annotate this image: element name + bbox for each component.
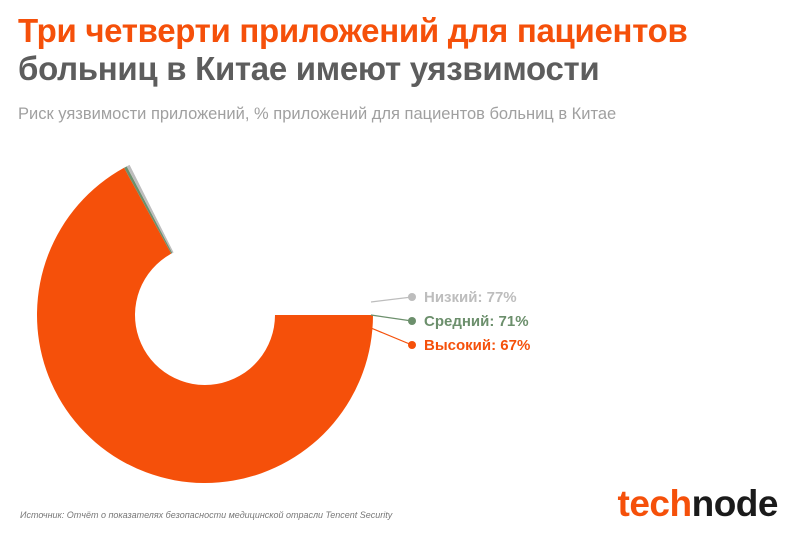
title-line-2: больниц в Китае имеют уязвимости bbox=[18, 50, 600, 87]
logo-part-node: node bbox=[691, 483, 779, 524]
logo-part-tech: tech bbox=[617, 483, 693, 524]
legend-label: Высокий: 67% bbox=[424, 337, 530, 354]
donut-slice-0 bbox=[126, 164, 174, 254]
title-line-1: Три четверти приложений для пациентов bbox=[18, 12, 688, 49]
source-note: Источник: Отчёт о показателях безопаснос… bbox=[20, 510, 393, 520]
legend-marker bbox=[408, 317, 416, 325]
legend-label: Низкий: 77% bbox=[424, 289, 517, 306]
legend-leader-line bbox=[370, 296, 413, 303]
legend-label: Средний: 71% bbox=[424, 313, 529, 330]
chart-subtitle: Риск уязвимости приложений, % приложений… bbox=[18, 105, 617, 123]
donut-slice-2 bbox=[37, 167, 374, 484]
legend-leader-line bbox=[370, 327, 413, 346]
chart-title: Три четверти приложений для пациентов бо… bbox=[18, 12, 688, 88]
legend-marker bbox=[408, 293, 416, 301]
legend-leader-line bbox=[370, 314, 413, 322]
technode-logo: technode bbox=[617, 482, 779, 526]
donut-slice-1 bbox=[124, 166, 173, 254]
legend-marker bbox=[408, 341, 416, 349]
